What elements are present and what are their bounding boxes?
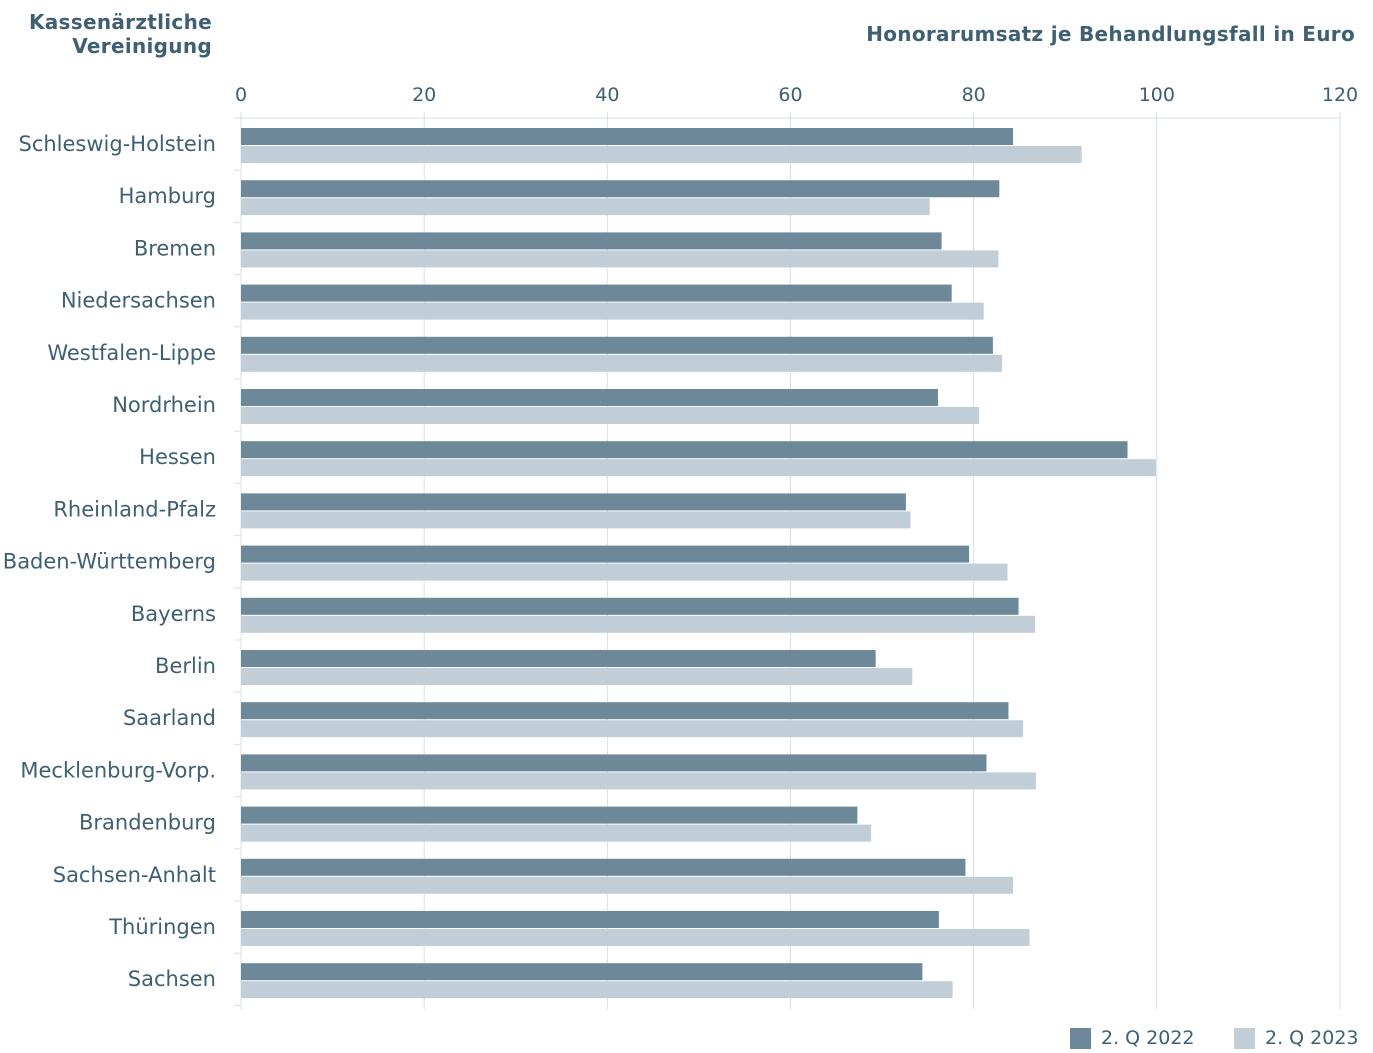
category-label: Niedersachsen (61, 289, 216, 313)
bar-2023 (241, 981, 953, 999)
bar-2022 (241, 232, 942, 250)
category-label: Mecklenburg-Vorp. (20, 758, 216, 782)
y-axis-title-line1: Kassenärztliche (28, 10, 212, 34)
category-label: Hessen (139, 445, 216, 469)
category-label: Hamburg (119, 184, 216, 208)
bar-2022 (241, 493, 906, 511)
bar-2022 (241, 545, 970, 563)
category-label: Berlin (155, 654, 216, 678)
bar-2023 (241, 563, 1008, 581)
category-label: Sachsen (128, 967, 216, 991)
bar-2023 (241, 302, 984, 320)
bar-2023 (241, 720, 1024, 738)
bar-2023 (241, 772, 1036, 790)
category-label: Sachsen-Anhalt (53, 863, 216, 887)
category-label: Nordrhein (112, 393, 216, 417)
y-axis-title: Kassenärztliche Vereinigung (20, 10, 212, 58)
legend-item-2022: 2. Q 2022 (1070, 1027, 1195, 1049)
bar-2023 (241, 198, 930, 216)
category-label: Saarland (123, 706, 216, 730)
bar-2023 (241, 929, 1030, 946)
bar-2022 (241, 180, 1000, 198)
bar-2023 (241, 354, 1003, 372)
x-tick-label-80: 80 (962, 84, 986, 106)
legend-swatch-2022 (1070, 1027, 1091, 1049)
category-label: Schleswig-Holstein (18, 132, 216, 156)
y-axis-title-line2: Vereinigung (72, 34, 212, 58)
category-label: Thüringen (108, 915, 216, 939)
bar-2023 (241, 250, 999, 268)
bar-2023 (241, 824, 872, 842)
legend-label-2022: 2. Q 2022 (1101, 1027, 1195, 1049)
bar-2022 (241, 128, 1014, 145)
bar-2022 (241, 754, 987, 772)
bar-2022 (241, 389, 938, 406)
bar-2022 (241, 336, 993, 354)
legend-swatch-2023 (1234, 1027, 1255, 1049)
category-label: Brandenburg (79, 811, 216, 835)
bar-2023 (241, 407, 980, 424)
bar-2023 (241, 668, 913, 685)
bar-2022 (241, 911, 939, 928)
bar-2023 (241, 615, 1036, 633)
bar-2022 (241, 441, 1128, 459)
legend-item-2023: 2. Q 2023 (1234, 1027, 1359, 1049)
category-label: Westfalen-Lippe (47, 341, 216, 365)
x-tick-label-0: 0 (235, 84, 247, 106)
bar-2022 (241, 858, 966, 876)
legend-label-2023: 2. Q 2023 (1265, 1027, 1359, 1049)
x-tick-label-60: 60 (778, 84, 802, 106)
x-tick-label-120: 120 (1322, 84, 1358, 106)
x-tick-label-100: 100 (1139, 84, 1175, 106)
bar-2022 (241, 597, 1019, 615)
x-tick-label-40: 40 (595, 84, 619, 106)
bar-2022 (241, 284, 952, 302)
bar-2023 (241, 511, 911, 529)
bar-2023 (241, 876, 1014, 894)
category-label: Bayerns (131, 602, 216, 626)
category-label: Bremen (134, 236, 216, 260)
bar-2022 (241, 963, 923, 981)
bar-2022 (241, 702, 1009, 720)
x-axis-title: Honorarumsatz je Behandlungsfall in Euro (866, 22, 1355, 46)
bar-2023 (241, 459, 1156, 477)
bar-2022 (241, 650, 876, 667)
bar-2023 (241, 146, 1082, 163)
x-tick-label-20: 20 (412, 84, 436, 106)
bar-2022 (241, 806, 858, 824)
category-label: Rheinland-Pfalz (53, 497, 216, 521)
category-label: Baden-Württemberg (3, 550, 216, 574)
